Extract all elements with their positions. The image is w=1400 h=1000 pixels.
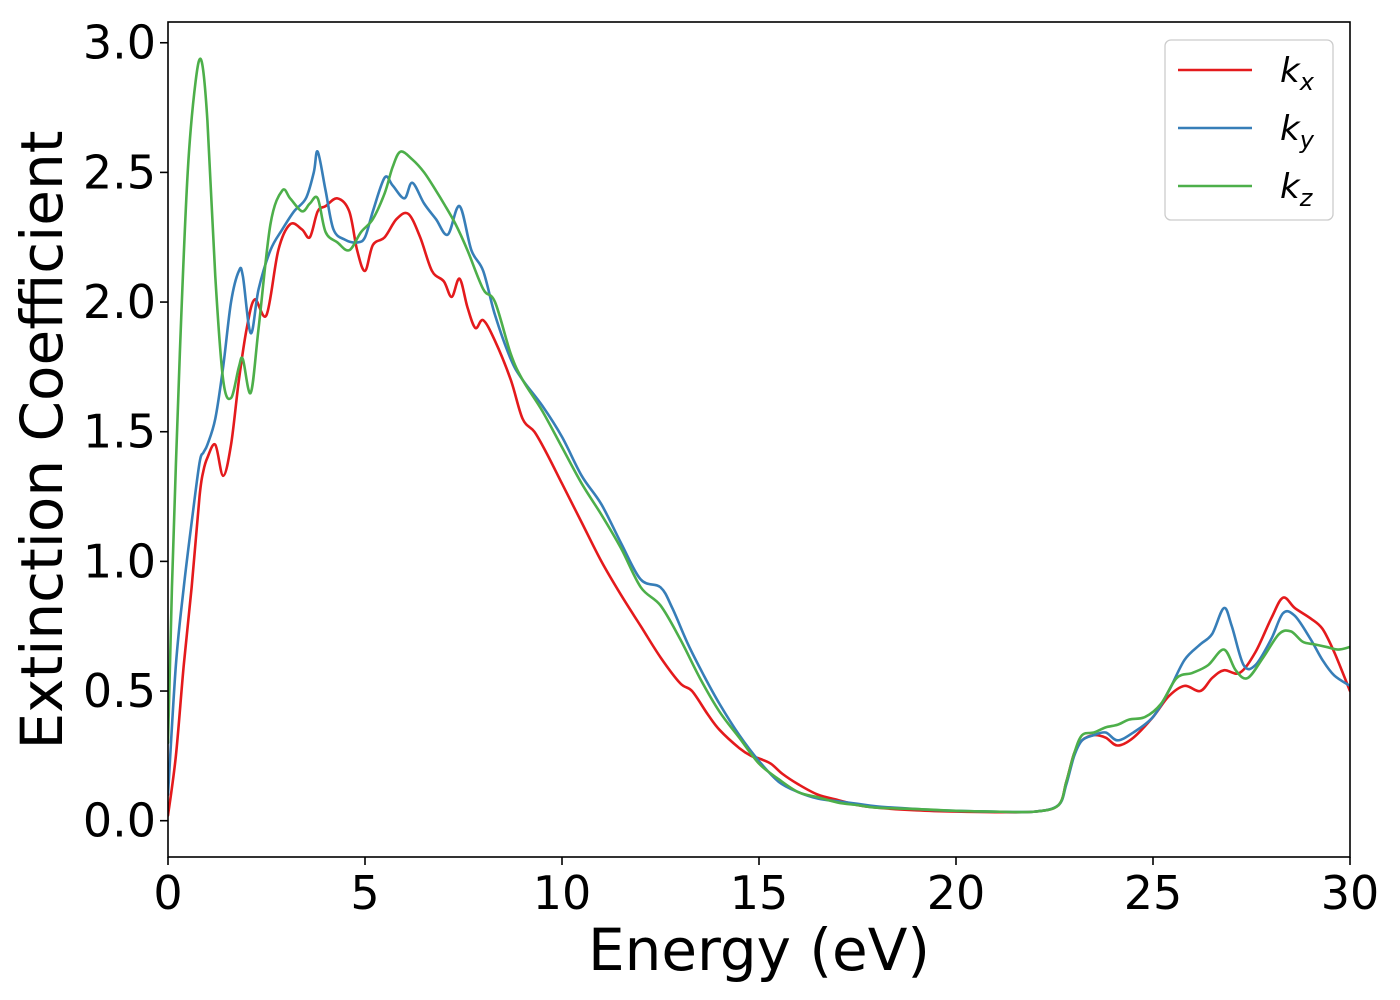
y-tick-label: 0.5 <box>83 664 156 718</box>
series-line-z <box>168 57 1350 814</box>
x-tick-label: 0 <box>153 866 182 920</box>
x-tick-label: 20 <box>927 866 986 920</box>
x-tick-label: 30 <box>1321 866 1380 920</box>
x-axis-label: Energy (eV) <box>588 916 930 984</box>
series-layer <box>168 57 1350 817</box>
y-axis-label: Extinction Coefficient <box>8 131 76 750</box>
legend-label-y: ky <box>1280 109 1315 154</box>
legend-box <box>1164 39 1334 221</box>
y-tick-label: 0.0 <box>83 794 156 848</box>
y-tick-label: 1.5 <box>83 405 156 459</box>
legend: kx ky kz <box>1164 39 1334 221</box>
y-tick-label: 2.5 <box>83 145 156 199</box>
x-tick-label: 25 <box>1124 866 1183 920</box>
y-tick-label: 2.0 <box>83 275 156 329</box>
legend-label-z: kz <box>1280 167 1314 212</box>
y-tick-label: 1.0 <box>83 534 156 588</box>
x-tick-label: 10 <box>533 866 592 920</box>
legend-label-x: kx <box>1280 51 1315 96</box>
y-tick-label: 3.0 <box>83 16 156 70</box>
x-axis-ticks: 0 5 10 15 20 25 30 <box>153 857 1379 920</box>
y-axis-ticks: 0.0 0.5 1.0 1.5 2.0 2.5 3.0 <box>83 16 168 848</box>
x-tick-label: 15 <box>730 866 789 920</box>
x-tick-label: 5 <box>350 866 379 920</box>
series-line-x <box>168 197 1350 817</box>
